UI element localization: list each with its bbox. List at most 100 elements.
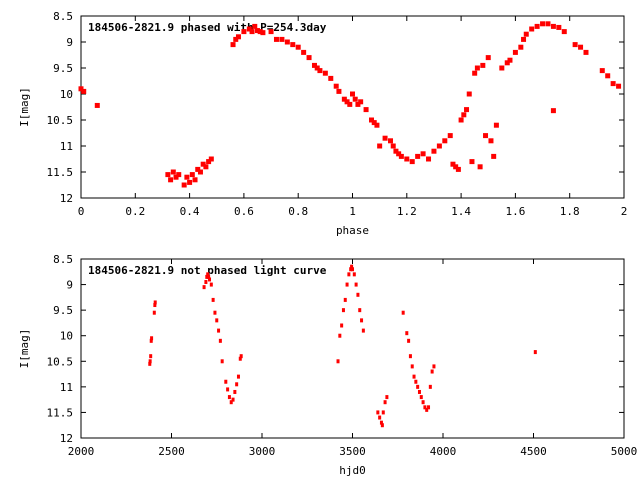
- data-point: [412, 374, 416, 379]
- data-point: [78, 86, 84, 92]
- x-tick-label: 1.8: [560, 205, 580, 218]
- data-point: [381, 410, 385, 415]
- data-point: [572, 42, 578, 48]
- data-point: [236, 374, 240, 379]
- y-tick-label: 10.5: [47, 114, 74, 127]
- data-point: [358, 99, 364, 105]
- data-point: [301, 49, 307, 55]
- data-point: [149, 338, 153, 343]
- data-point: [239, 354, 243, 359]
- x-tick-label: 0.4: [180, 205, 200, 218]
- y-tick-label: 11: [60, 381, 73, 394]
- data-point: [469, 159, 475, 165]
- data-point: [415, 153, 421, 159]
- data-point: [499, 65, 505, 71]
- y-tick-label: 9.5: [53, 304, 73, 317]
- data-point: [268, 29, 274, 35]
- data-point: [447, 133, 453, 139]
- data-point: [207, 274, 211, 279]
- x-tick-label: 5000: [611, 445, 638, 458]
- data-point: [466, 91, 472, 97]
- data-point: [512, 49, 518, 55]
- data-point: [284, 39, 290, 45]
- y-tick-label: 9.5: [53, 62, 73, 75]
- data-point: [200, 161, 206, 167]
- data-point: [356, 292, 360, 297]
- data-point: [407, 338, 411, 343]
- data-point: [529, 26, 535, 32]
- data-point: [341, 308, 345, 313]
- data-point: [206, 159, 212, 165]
- data-point: [192, 177, 198, 183]
- data-point: [374, 122, 380, 128]
- data-point: [556, 24, 562, 30]
- data-point: [421, 400, 425, 405]
- y-axis-label: I[mag]: [18, 87, 31, 127]
- data-point: [458, 117, 464, 123]
- data-point: [94, 102, 100, 108]
- data-point: [224, 379, 228, 384]
- data-point: [208, 156, 214, 162]
- data-point: [153, 300, 157, 305]
- x-tick-label: 2: [621, 205, 628, 218]
- data-point: [213, 310, 217, 315]
- data-point: [409, 159, 415, 165]
- data-point: [149, 354, 153, 359]
- x-tick-label: 0.2: [125, 205, 145, 218]
- data-point: [322, 70, 328, 76]
- data-point: [360, 318, 364, 323]
- data-point: [197, 169, 203, 175]
- data-point: [483, 133, 489, 139]
- data-point: [349, 267, 353, 272]
- x-axis-label: phase: [336, 224, 369, 237]
- y-tick-label: 9: [66, 279, 73, 292]
- data-point: [561, 29, 567, 35]
- data-point: [616, 83, 622, 89]
- data-point: [550, 23, 556, 29]
- data-point: [545, 21, 551, 27]
- data-point: [336, 359, 340, 364]
- data-point: [217, 328, 221, 333]
- data-point: [257, 29, 263, 35]
- data-point: [208, 277, 212, 282]
- data-point: [314, 65, 320, 71]
- data-point: [317, 68, 323, 74]
- y-tick-label: 11.5: [47, 166, 74, 179]
- data-point: [209, 282, 213, 287]
- x-tick-label: 1.2: [397, 205, 417, 218]
- phased-light-curve-panel: 0 0.2 0.4 0.6 0.8 1 1.2 1.4 1.6 1.8 2 8.5 9 9.5 10 10.5…: [18, 10, 627, 237]
- data-point: [295, 44, 301, 50]
- unphased-light-curve-panel: 2000 2500 3000 3500 4000 4500 5000 8.5 9 9.5 10 10.…: [18, 253, 637, 477]
- data-point: [238, 356, 242, 361]
- data-point: [423, 405, 427, 410]
- data-point: [220, 359, 224, 364]
- data-point: [252, 23, 258, 29]
- data-point: [260, 30, 266, 36]
- data-point: [464, 107, 470, 113]
- data-point: [369, 117, 375, 123]
- data-point: [345, 282, 349, 287]
- data-point: [341, 96, 347, 102]
- data-point: [378, 415, 382, 420]
- y-tick-label: 11: [60, 140, 73, 153]
- data-point: [410, 364, 414, 369]
- data-point: [480, 62, 486, 68]
- data-point: [233, 36, 239, 42]
- data-point: [393, 148, 399, 154]
- y-tick-label: 12: [60, 432, 73, 445]
- y-tick-label: 11.5: [47, 406, 74, 419]
- data-point: [428, 384, 432, 389]
- data-point: [343, 297, 347, 302]
- x-tick-label: 4000: [430, 445, 457, 458]
- data-point: [347, 101, 353, 107]
- data-point: [311, 62, 317, 68]
- data-point: [414, 379, 418, 384]
- data-point: [450, 161, 456, 167]
- data-point: [215, 318, 219, 323]
- chart-title: 184506-2821.9 not phased light curve: [88, 264, 327, 277]
- data-point: [436, 143, 442, 149]
- x-tick-label: 0.6: [234, 205, 254, 218]
- data-point: [518, 44, 524, 50]
- data-point: [404, 156, 410, 162]
